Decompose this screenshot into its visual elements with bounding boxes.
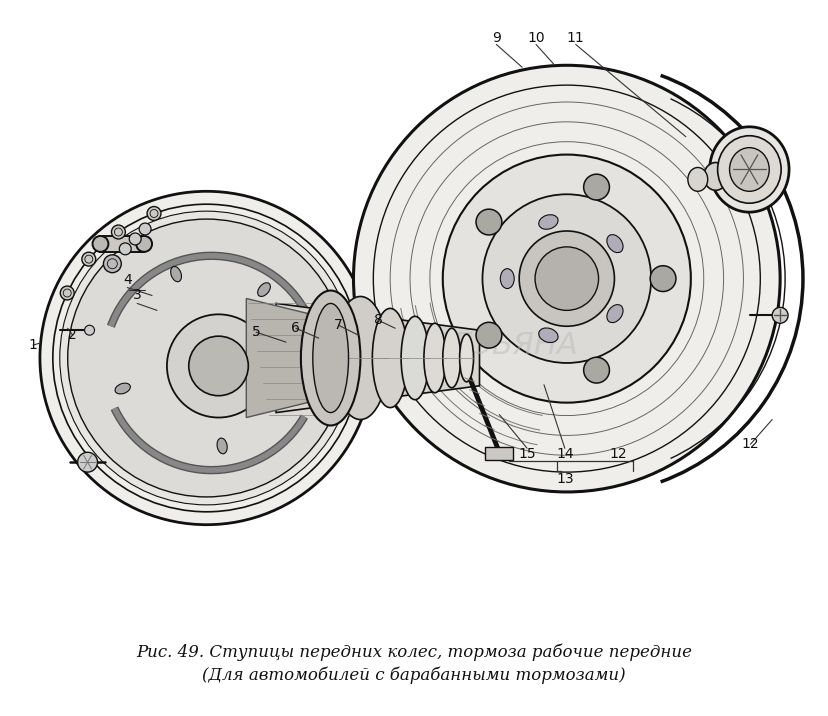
Ellipse shape <box>217 438 227 454</box>
Ellipse shape <box>475 322 501 348</box>
Ellipse shape <box>518 231 614 326</box>
Circle shape <box>60 286 74 300</box>
Ellipse shape <box>583 357 609 383</box>
Ellipse shape <box>115 383 130 394</box>
Polygon shape <box>100 236 144 252</box>
Ellipse shape <box>482 194 650 363</box>
Ellipse shape <box>332 296 388 420</box>
Text: 6: 6 <box>291 321 300 335</box>
Ellipse shape <box>442 328 460 388</box>
Ellipse shape <box>475 209 501 235</box>
Text: 12: 12 <box>741 437 758 451</box>
Circle shape <box>82 252 96 266</box>
Ellipse shape <box>703 163 727 190</box>
Ellipse shape <box>459 334 473 382</box>
Ellipse shape <box>68 219 345 497</box>
Circle shape <box>139 223 151 235</box>
Circle shape <box>129 233 141 245</box>
Ellipse shape <box>40 191 373 525</box>
Ellipse shape <box>258 283 270 296</box>
Text: 4: 4 <box>123 273 132 286</box>
Polygon shape <box>276 304 479 412</box>
Text: 2: 2 <box>68 328 77 342</box>
Ellipse shape <box>538 328 557 342</box>
Ellipse shape <box>353 65 779 492</box>
Ellipse shape <box>500 268 513 289</box>
Ellipse shape <box>372 309 407 407</box>
Circle shape <box>84 325 94 335</box>
Ellipse shape <box>606 235 623 253</box>
Ellipse shape <box>60 211 353 505</box>
Text: ПЛАНЕТА-ОБЕЗЬЯНА: ПЛАНЕТА-ОБЕЗЬЯНА <box>249 331 578 359</box>
Circle shape <box>147 206 161 221</box>
Text: 9: 9 <box>491 31 500 44</box>
Ellipse shape <box>171 266 181 281</box>
Ellipse shape <box>312 304 348 412</box>
Ellipse shape <box>423 323 445 393</box>
Text: 12: 12 <box>609 448 627 461</box>
Ellipse shape <box>687 168 707 191</box>
Ellipse shape <box>717 136 780 203</box>
Text: 11: 11 <box>566 31 584 44</box>
Circle shape <box>111 225 125 239</box>
Text: 10: 10 <box>527 31 544 44</box>
Polygon shape <box>246 299 335 417</box>
Text: Рис. 49. Ступицы передних колес, тормоза рабочие передние: Рис. 49. Ступицы передних колес, тормоза… <box>136 644 691 662</box>
Circle shape <box>78 453 98 472</box>
Ellipse shape <box>606 304 623 323</box>
Ellipse shape <box>301 291 360 425</box>
Ellipse shape <box>649 266 675 291</box>
Text: (Для автомобилей с барабанными тормозами): (Для автомобилей с барабанными тормозами… <box>202 667 625 684</box>
Circle shape <box>104 255 121 273</box>
Ellipse shape <box>538 215 557 229</box>
Ellipse shape <box>401 316 428 400</box>
Text: 1: 1 <box>28 338 37 352</box>
Text: 7: 7 <box>334 318 343 332</box>
Ellipse shape <box>709 127 788 212</box>
Ellipse shape <box>729 147 768 191</box>
Circle shape <box>119 243 131 255</box>
Ellipse shape <box>583 174 609 200</box>
Polygon shape <box>485 448 513 460</box>
Ellipse shape <box>442 155 690 402</box>
Text: 15: 15 <box>518 448 535 461</box>
Text: 14: 14 <box>556 448 573 461</box>
Circle shape <box>93 236 108 252</box>
Circle shape <box>771 307 787 323</box>
Ellipse shape <box>166 314 270 417</box>
Circle shape <box>136 236 152 252</box>
Text: 13: 13 <box>556 472 573 486</box>
Text: 5: 5 <box>252 325 260 339</box>
Text: 8: 8 <box>373 314 383 327</box>
Text: 3: 3 <box>132 289 142 302</box>
Ellipse shape <box>534 247 598 310</box>
Ellipse shape <box>189 337 248 396</box>
